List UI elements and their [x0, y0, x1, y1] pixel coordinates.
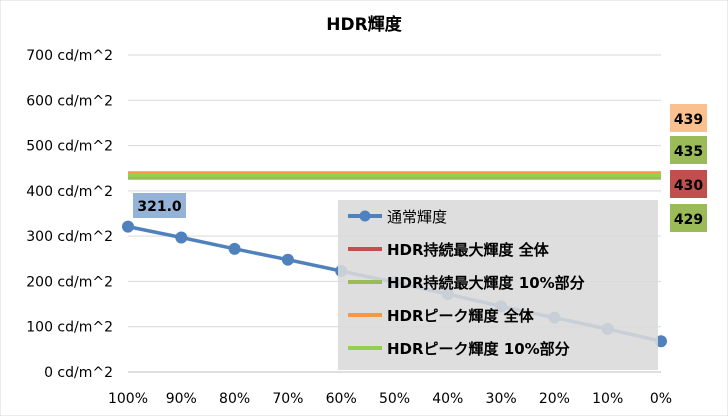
x-tick-label: 100%	[108, 391, 148, 407]
y-tick-label: 100 cd/m^2	[26, 320, 113, 336]
legend-box	[338, 200, 658, 370]
y-tick-label: 400 cd/m^2	[26, 184, 113, 200]
data-point	[175, 231, 188, 244]
y-axis: 0 cd/m^2 100 cd/m^2 200 cd/m^2 300 cd/m^2 40…	[26, 48, 113, 381]
data-label-box	[133, 193, 186, 218]
legend-label: HDR持続最大輝度 全体	[387, 241, 550, 259]
x-tick-label: 0%	[650, 391, 672, 407]
y-tick-label: 0 cd/m^2	[44, 365, 113, 381]
y-tick-label: 300 cd/m^2	[26, 229, 113, 245]
value-label: 439	[674, 112, 703, 128]
x-tick-label: 70%	[272, 391, 303, 407]
y-tick-label: 500 cd/m^2	[26, 139, 113, 155]
value-label: 429	[674, 212, 703, 228]
legend: 通常輝度 HDR持続最大輝度 全体 HDR持続最大輝度 10%部分 HDRピーク輝度 …	[338, 200, 658, 370]
x-tick-label: 30%	[486, 391, 517, 407]
value-label: 435	[674, 144, 703, 160]
data-point	[281, 253, 294, 266]
reference-lines	[128, 171, 661, 180]
x-tick-label: 80%	[219, 391, 250, 407]
x-tick-label: 20%	[539, 391, 570, 407]
x-tick-label: 40%	[432, 391, 463, 407]
x-axis: 100% 90% 80% 70% 60% 50% 40% 30% 20% 10% 0%	[108, 371, 672, 407]
data-labels: 321.0 439 435 430 429	[133, 104, 707, 232]
legend-label: HDRピーク輝度 全体	[387, 307, 535, 325]
y-tick-label: 600 cd/m^2	[26, 93, 113, 109]
value-label-box	[670, 136, 707, 164]
value-label-box	[670, 204, 707, 232]
y-tick-label: 700 cd/m^2	[26, 48, 113, 64]
y-tick-label: 200 cd/m^2	[26, 274, 113, 290]
value-label: 430	[674, 178, 703, 194]
data-point	[122, 220, 134, 233]
chart-title: HDR輝度	[326, 14, 402, 35]
legend-marker	[359, 210, 371, 222]
x-tick-label: 60%	[326, 391, 357, 407]
x-tick-label: 50%	[379, 391, 410, 407]
value-label-box	[670, 170, 707, 198]
x-tick-label: 10%	[592, 391, 623, 407]
legend-label: HDRピーク輝度 10%部分	[387, 340, 570, 358]
x-tick-label: 90%	[166, 391, 197, 407]
legend-label: 通常輝度	[387, 208, 447, 226]
data-point	[228, 242, 241, 255]
value-label-box	[670, 104, 707, 132]
data-label: 321.0	[137, 199, 182, 215]
legend-label: HDR持続最大輝度 10%部分	[387, 274, 585, 292]
